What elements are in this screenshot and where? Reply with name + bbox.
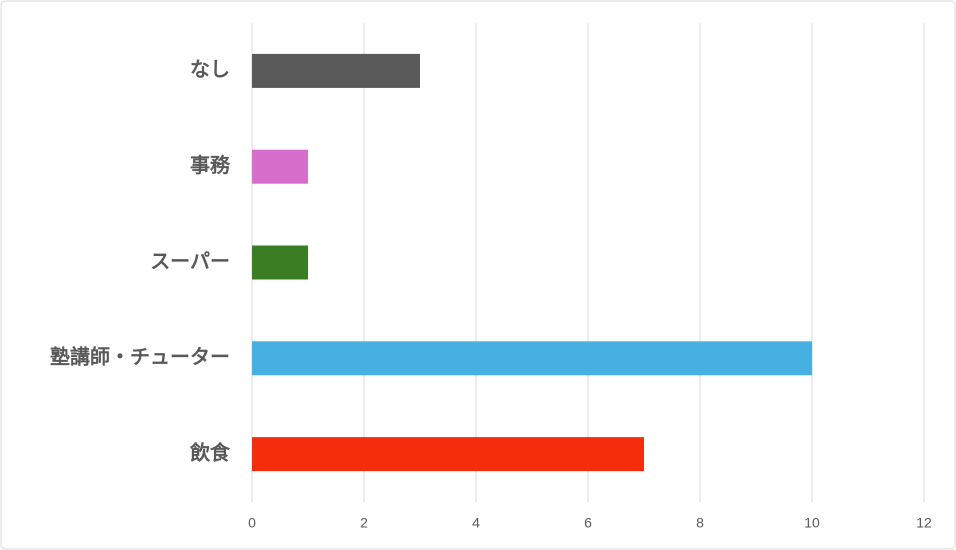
x-tick-label: 0 [248,515,256,531]
x-tick-label: 8 [696,515,704,531]
x-tick-label: 6 [584,515,592,531]
x-tick-label: 2 [360,515,368,531]
y-tick-label: なし [190,58,230,81]
bar [252,53,420,88]
bar [252,437,644,472]
y-tick-label: スーパー [150,250,230,273]
bar [252,149,308,184]
y-tick-label: 塾講師・チューター [50,345,230,369]
bar [252,245,308,280]
y-tick-label: 事務 [190,153,231,177]
x-tick-label: 4 [472,515,480,531]
x-tick-label: 10 [804,515,820,531]
y-tick-label: 飲食 [189,440,231,464]
x-tick-label: 12 [916,515,932,531]
bar [252,341,812,376]
